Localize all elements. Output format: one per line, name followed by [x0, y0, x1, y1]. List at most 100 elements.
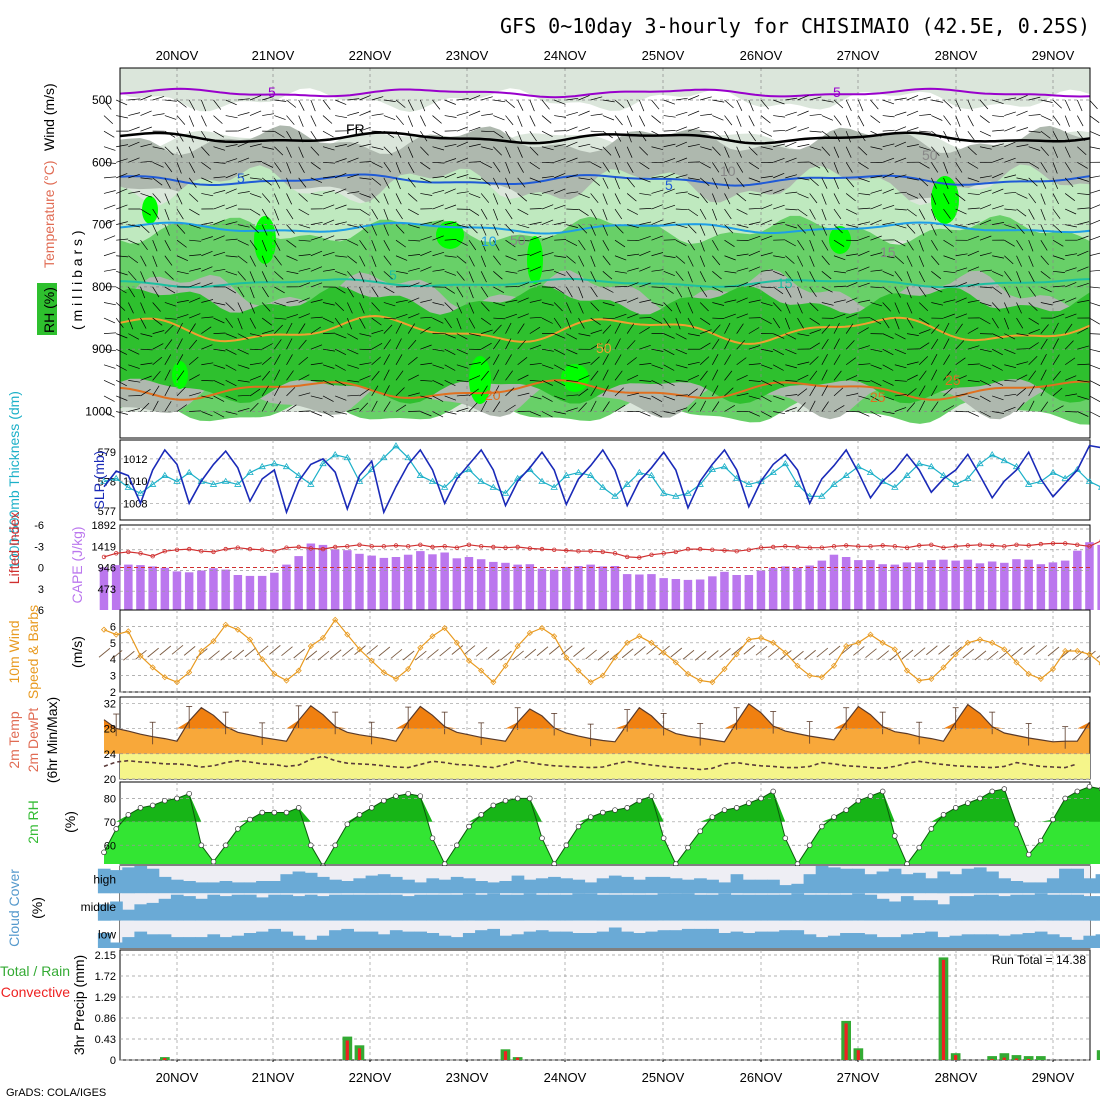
wind-barb [578, 362, 591, 366]
wind-barb [870, 204, 882, 210]
precip-convective-bar [990, 1059, 994, 1060]
wind-barb [1052, 208, 1061, 219]
cape-bar [330, 549, 340, 610]
wind-barb [870, 146, 883, 150]
wind-barb [919, 329, 931, 334]
cape-bar [1097, 544, 1100, 610]
temp-tick-label: 20 [104, 774, 116, 786]
wind-barb [225, 144, 238, 148]
wind-barb [1040, 401, 1049, 412]
wind-barb [274, 271, 284, 280]
wind-barb [152, 370, 161, 381]
wind-barb [955, 146, 962, 158]
wind-barb [712, 208, 718, 221]
wind-barb [140, 193, 153, 198]
lifted-index-point [247, 546, 253, 552]
wind-barb [189, 297, 201, 303]
wind-barb [261, 302, 271, 312]
wind-barb-10m [402, 650, 415, 661]
wind-barb [395, 99, 406, 108]
wind-barb [651, 99, 660, 110]
wind-barb [322, 411, 334, 418]
cloud-bar [840, 894, 853, 921]
wind-barb [992, 115, 1005, 118]
wind-barb [116, 115, 128, 119]
cloud-bar [146, 934, 160, 948]
date-label-top: 24NOV [544, 48, 587, 63]
lifted-index-point [357, 542, 362, 547]
wind-barb [760, 252, 773, 257]
wind-barb [480, 370, 489, 381]
wind-barb [1077, 266, 1089, 272]
wind-barbs [103, 94, 1100, 418]
thickness-point [781, 459, 790, 467]
slp-thickness-panel-frame [119, 439, 1091, 521]
wind-barb [335, 395, 347, 401]
thickness-tick-label: 577 [98, 506, 116, 518]
wind-barb [736, 297, 748, 303]
thickness-point [246, 468, 254, 475]
cloud-bar [329, 894, 342, 921]
cloud-bar [633, 879, 646, 894]
cloud-bar [1071, 868, 1084, 894]
wind-barb [894, 333, 906, 340]
cloud-bar [681, 893, 695, 921]
wind-barb [785, 239, 796, 247]
rh-tick-label: 80 [104, 793, 116, 805]
lifted-index-point [284, 545, 289, 550]
wind-barb [225, 173, 237, 179]
wind-barb [493, 286, 505, 294]
cloud-bar [876, 871, 890, 894]
wind-barb [979, 115, 990, 124]
wind-barb [748, 380, 761, 382]
wind-barb [918, 193, 927, 204]
wind-barb-10m [743, 644, 756, 655]
wind-barb [176, 193, 183, 205]
wind-barb [663, 99, 676, 105]
lifted-index-point [904, 545, 910, 550]
wind-barb [274, 302, 286, 307]
rh-tick-label: 60 [104, 840, 116, 852]
wind-barb [687, 271, 693, 283]
wind-barb [821, 99, 834, 103]
wind-barb [188, 356, 199, 366]
wind-barb [943, 99, 953, 109]
wind-barb [140, 110, 152, 116]
wind-barb [687, 143, 700, 148]
cloud-bar [888, 901, 902, 921]
wind-barb [833, 193, 840, 205]
cloud-bar [158, 898, 172, 921]
wind-barb [651, 395, 663, 403]
contour-label: 15 [880, 244, 896, 260]
wind-barb [882, 157, 895, 163]
wind-barb [1016, 255, 1022, 267]
wind-barb [797, 110, 809, 116]
temp-axis-label-b: 2m DewPt [25, 708, 41, 773]
wind-barb [858, 380, 871, 383]
wind-barb [322, 364, 335, 369]
thickness-point [538, 477, 546, 484]
cloud-bar [280, 874, 294, 894]
rh2m-point [867, 793, 874, 799]
wind-barb [712, 271, 722, 280]
wind-barb [298, 339, 307, 350]
wind-barb [456, 407, 469, 412]
wind-barb [554, 158, 566, 163]
precip-convective-bar [856, 1050, 860, 1060]
wind-barb [1040, 369, 1047, 381]
wind-barb [724, 285, 737, 288]
wind-barb [456, 174, 469, 179]
wind-barb [541, 286, 555, 288]
cloud-bar [1083, 896, 1097, 921]
wind-barb [359, 302, 365, 314]
wind-barb [505, 255, 517, 261]
wind-barb [699, 342, 711, 350]
wind-barb [420, 193, 433, 196]
wind-barb [748, 327, 760, 334]
wind-barb [1016, 193, 1028, 199]
wind-barb [262, 146, 274, 150]
wind-barb [821, 369, 828, 381]
li-tick-label: 6 [38, 605, 44, 617]
wind-barb-10m [853, 646, 865, 656]
